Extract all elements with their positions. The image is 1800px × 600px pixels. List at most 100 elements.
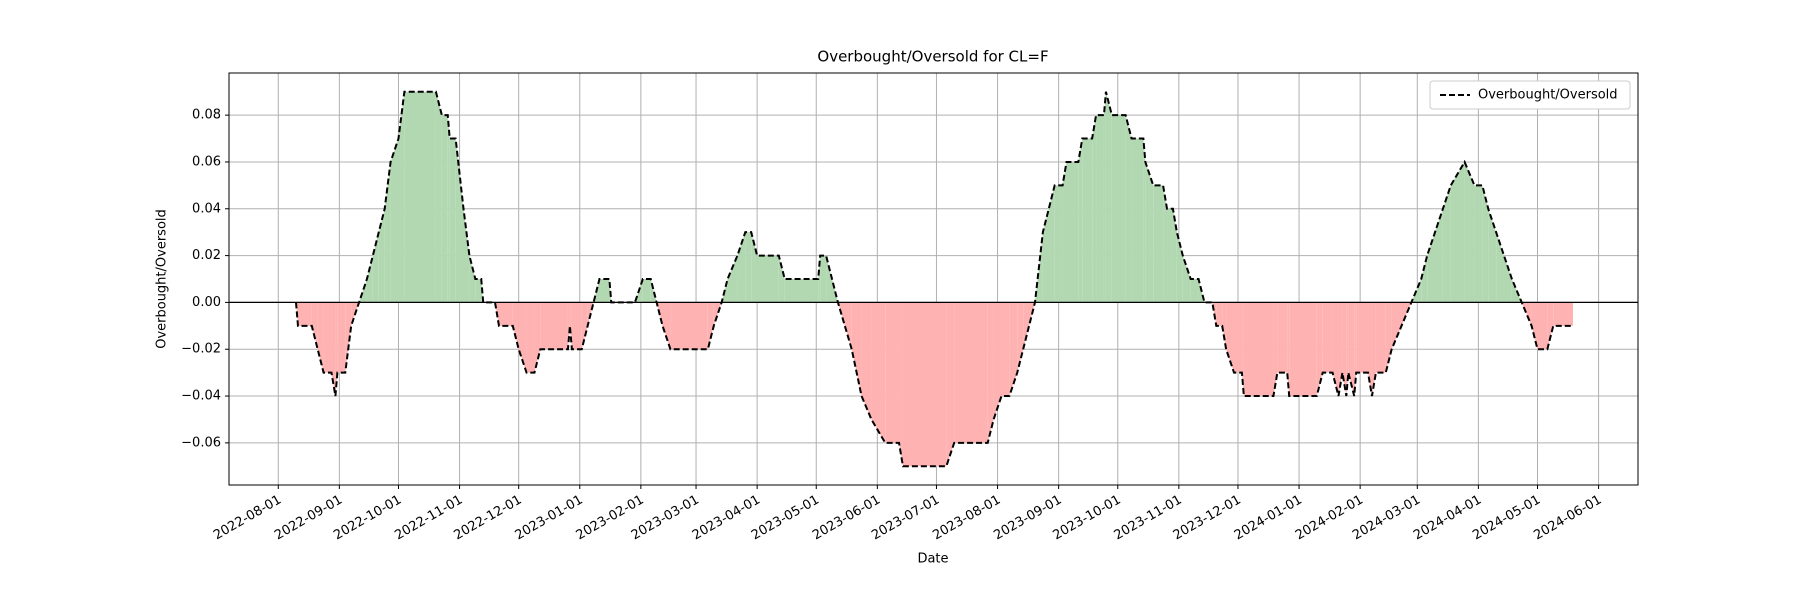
fill-segment bbox=[1234, 302, 1242, 373]
fill-segment bbox=[441, 115, 448, 303]
y-tick-label: −0.02 bbox=[181, 342, 221, 357]
x-tick-label: 2023-08-01 bbox=[930, 493, 1003, 544]
fill-segment bbox=[1401, 302, 1412, 326]
fill-segment bbox=[1348, 302, 1355, 397]
fill-segment bbox=[1488, 208, 1497, 303]
fill-segment bbox=[455, 138, 464, 303]
fill-segment bbox=[713, 302, 722, 326]
fill-segment bbox=[1342, 302, 1347, 397]
fill-segment bbox=[1287, 302, 1290, 397]
y-axis-label: Overbought/Oversold bbox=[155, 209, 170, 349]
x-tick-label: 2024-06-01 bbox=[1531, 493, 1604, 544]
fill-segment bbox=[498, 302, 513, 326]
fill-segment bbox=[1062, 161, 1067, 303]
fill-segment bbox=[1023, 302, 1035, 350]
fill-segment bbox=[1273, 302, 1278, 397]
fill-segment bbox=[297, 302, 312, 326]
fill-segment bbox=[1356, 302, 1369, 373]
fill-segment bbox=[359, 279, 367, 303]
fill-segment bbox=[1092, 115, 1097, 303]
legend-label: Overbought/Oversold bbox=[1478, 88, 1618, 103]
fill-segment bbox=[832, 279, 838, 303]
fill-segment bbox=[1547, 302, 1554, 350]
fill-segment bbox=[1464, 161, 1475, 303]
fill-segment bbox=[757, 255, 779, 303]
fill-segment bbox=[670, 302, 708, 350]
x-axis-label: Date bbox=[917, 552, 948, 567]
fill-segment bbox=[1521, 302, 1532, 326]
fill-segment bbox=[1172, 208, 1177, 303]
fill-segment bbox=[593, 279, 600, 303]
fill-segment bbox=[1450, 161, 1465, 303]
fill-segment bbox=[567, 302, 570, 350]
fill-segment bbox=[1385, 302, 1392, 373]
fill-areas bbox=[296, 91, 1573, 467]
fill-segment bbox=[1190, 279, 1199, 303]
fill-segment bbox=[404, 91, 436, 303]
fill-segment bbox=[707, 302, 714, 350]
fill-segment bbox=[463, 208, 470, 303]
fill-segment bbox=[1176, 232, 1183, 303]
fill-segment bbox=[987, 302, 994, 443]
fill-segment bbox=[954, 302, 988, 443]
fill-segment bbox=[1332, 302, 1339, 397]
x-tick-label: 2024-01-01 bbox=[1232, 493, 1305, 544]
fill-segment bbox=[1503, 255, 1512, 303]
fill-segment bbox=[378, 208, 385, 303]
fill-segment bbox=[1145, 161, 1154, 303]
x-tick-label: 2022-08-01 bbox=[211, 493, 284, 544]
fill-segment bbox=[1316, 302, 1323, 397]
fill-segment bbox=[1153, 185, 1164, 303]
fill-segment bbox=[337, 302, 346, 373]
fill-segment bbox=[1421, 255, 1428, 303]
fill-segment bbox=[650, 279, 657, 303]
fill-segment bbox=[571, 302, 582, 350]
x-tick-label: 2022-10-01 bbox=[331, 493, 404, 544]
fill-segment bbox=[1103, 91, 1106, 303]
x-tick-label: 2023-01-01 bbox=[513, 493, 586, 544]
data-line bbox=[295, 90, 1573, 468]
y-tick-label: 0.06 bbox=[192, 154, 221, 169]
fill-segment bbox=[1082, 138, 1093, 303]
fill-segment bbox=[721, 279, 728, 303]
fill-segment bbox=[1009, 302, 1018, 397]
fill-segment bbox=[1243, 302, 1274, 397]
fill-segment bbox=[323, 302, 332, 373]
fill-segment bbox=[317, 302, 324, 373]
fill-segment bbox=[534, 302, 541, 373]
fill-segment bbox=[1474, 185, 1483, 303]
x-tick-label: 2023-05-01 bbox=[749, 493, 822, 544]
y-tick-label: −0.04 bbox=[181, 389, 221, 404]
fill-segment bbox=[861, 302, 872, 420]
fill-segment bbox=[1537, 302, 1548, 350]
fill-segment bbox=[642, 279, 651, 303]
fill-segment bbox=[885, 302, 900, 443]
y-tick-label: 0.08 bbox=[192, 108, 221, 123]
fill-segment bbox=[447, 115, 450, 303]
fill-segment bbox=[1125, 115, 1132, 303]
fill-segment bbox=[390, 138, 399, 303]
y-tick-label: 0.04 bbox=[192, 201, 221, 216]
fill-segment bbox=[851, 302, 862, 397]
fill-segment bbox=[469, 255, 476, 303]
x-tick-label: 2023-07-01 bbox=[869, 493, 942, 544]
fill-segment bbox=[1277, 302, 1288, 373]
x-tick-label: 2024-05-01 bbox=[1470, 493, 1543, 544]
plot-frame bbox=[228, 72, 1639, 486]
fill-segment bbox=[1346, 302, 1349, 397]
fill-segment bbox=[1001, 302, 1010, 397]
chart-title: Overbought/Oversold for CL=F bbox=[817, 48, 1048, 66]
fill-segment bbox=[449, 138, 456, 303]
fill-segment bbox=[1496, 232, 1504, 303]
fill-segment bbox=[1042, 185, 1055, 303]
fill-segment bbox=[1216, 302, 1223, 326]
x-tick-label: 2022-12-01 bbox=[451, 493, 524, 544]
fill-segment bbox=[826, 255, 833, 303]
fill-segment bbox=[1111, 115, 1126, 303]
fill-segment bbox=[1198, 279, 1205, 303]
legend-box bbox=[1429, 80, 1631, 110]
fill-segment bbox=[475, 279, 482, 303]
fill-segment bbox=[1131, 138, 1144, 303]
fill-segment bbox=[384, 161, 391, 303]
